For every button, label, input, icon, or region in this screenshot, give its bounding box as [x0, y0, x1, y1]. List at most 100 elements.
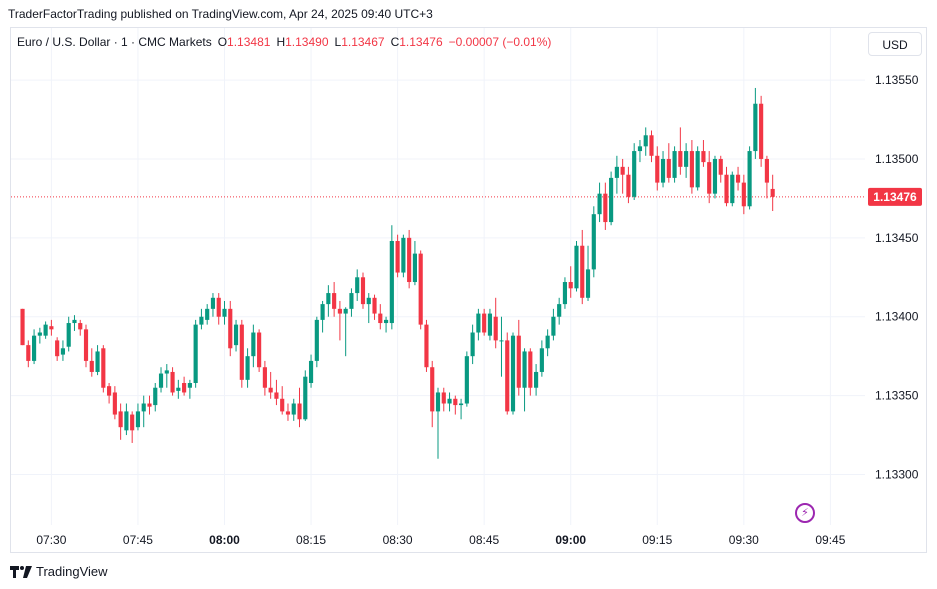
candle-body [770, 188, 775, 197]
candle-body [349, 293, 354, 309]
candle-body [435, 392, 441, 412]
candle-body [107, 386, 112, 396]
candle [435, 387, 441, 459]
candle [326, 285, 331, 317]
candle [193, 319, 198, 388]
candle-body [170, 371, 175, 393]
candle-body [130, 414, 135, 431]
candle-body [735, 174, 741, 183]
tradingview-logo[interactable]: TradingView [10, 564, 108, 579]
candle-body [355, 277, 360, 294]
candle [424, 319, 429, 372]
candle-body [395, 241, 400, 273]
candle-body [43, 324, 48, 336]
symbol-title[interactable]: Euro / U.S. Dollar · 1 · CMC Markets [17, 35, 212, 49]
candle-body [551, 316, 556, 336]
candle [164, 364, 169, 388]
candle-body [222, 308, 227, 317]
candle [459, 398, 464, 420]
candle [228, 300, 233, 357]
ohlc-legend: Euro / U.S. Dollar · 1 · CMC Markets O 1.… [17, 35, 551, 49]
close-value: 1.13476 [399, 35, 443, 49]
candle [187, 379, 192, 399]
high-value: 1.13490 [285, 35, 329, 49]
candle [470, 324, 475, 365]
candle-body [522, 351, 527, 388]
time-tick-label: 07:30 [36, 533, 66, 547]
candle-body [320, 304, 325, 320]
candle [274, 379, 279, 406]
candle-body [718, 158, 723, 175]
time-tick-label: 08:00 [209, 533, 240, 547]
candle [285, 403, 291, 421]
candle-body [147, 403, 152, 407]
candle-body [245, 356, 250, 380]
candle [383, 316, 389, 333]
candle-body [360, 277, 366, 305]
candle [603, 182, 608, 230]
candle-body [112, 392, 117, 415]
candle-body [26, 345, 31, 361]
candle [355, 269, 360, 301]
candle [672, 146, 677, 183]
lightning-icon[interactable]: ⚡ [795, 503, 815, 523]
candle [55, 337, 60, 361]
time-tick-label: 08:15 [296, 533, 326, 547]
last-price-badge [868, 187, 922, 206]
candle-body [78, 323, 83, 330]
currency-button[interactable]: USD [868, 32, 922, 56]
candle [222, 300, 227, 325]
candle-body [337, 308, 342, 314]
candle-body [487, 313, 493, 336]
candle-body [383, 319, 389, 324]
candle-body [158, 373, 164, 388]
candles [20, 87, 775, 459]
candle-body [580, 245, 585, 298]
candle-body [55, 340, 60, 357]
candle-body [153, 387, 158, 406]
candle-body [632, 151, 637, 197]
candle [101, 345, 106, 393]
candle-body [343, 308, 348, 314]
candle [764, 155, 769, 199]
candle [147, 395, 152, 415]
footer-brand: TradingView [36, 564, 108, 579]
candle [407, 229, 412, 289]
candle [476, 308, 481, 341]
candle-body [597, 193, 602, 215]
candle [568, 266, 573, 298]
candle-body [459, 403, 464, 406]
candle-body [268, 387, 273, 393]
candle [83, 324, 89, 368]
time-tick-label: 09:00 [555, 533, 586, 547]
candle-body [660, 158, 666, 183]
candle-body [205, 308, 210, 320]
candle-body [453, 398, 458, 406]
candle-body [303, 376, 308, 420]
candle-body [609, 177, 614, 223]
price-axis: 1.13300 1.13350 1.13400 1.13450 1.13500 1.135… [875, 73, 919, 481]
candle [730, 171, 735, 207]
candle-body [666, 158, 671, 178]
candle-body [401, 237, 406, 273]
candle-body [695, 151, 700, 188]
candle-body [118, 411, 123, 428]
candle [591, 206, 596, 278]
candle-body [291, 403, 296, 415]
candle-body [643, 135, 648, 147]
candle [632, 143, 637, 200]
candle-body [585, 269, 591, 298]
candle [522, 348, 527, 412]
candle [49, 319, 54, 336]
close-label: C [390, 35, 400, 49]
chart-frame [10, 27, 927, 553]
candle [337, 300, 342, 341]
candle [60, 340, 66, 361]
candle [343, 307, 348, 357]
candle [372, 294, 377, 320]
candle-body [285, 411, 291, 415]
candle [401, 234, 406, 278]
candle [199, 308, 204, 330]
candle-body [447, 398, 452, 404]
